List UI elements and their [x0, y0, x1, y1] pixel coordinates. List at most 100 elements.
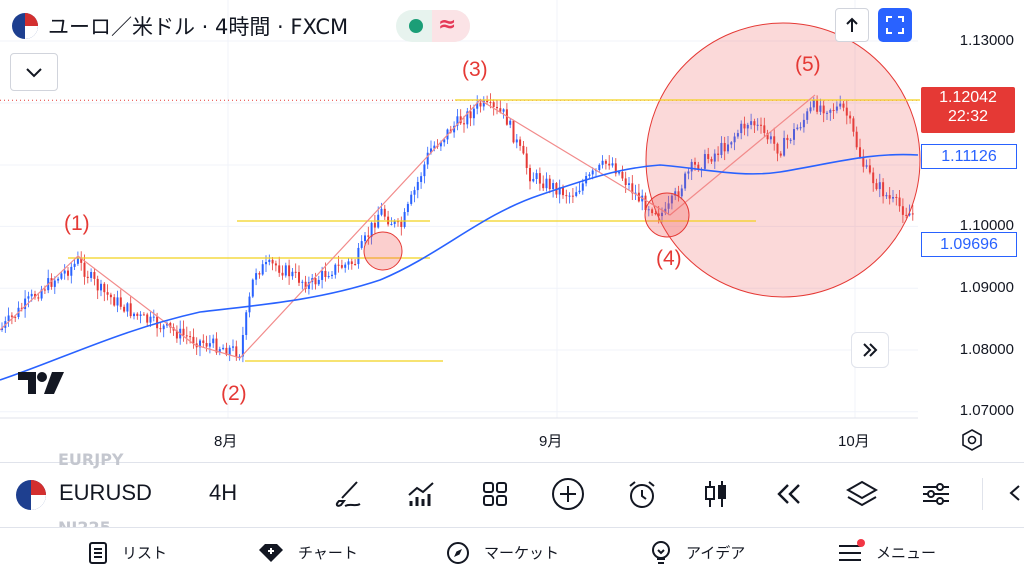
toolbar-divider — [982, 478, 983, 510]
candle-body — [862, 157, 865, 167]
candle-body — [644, 195, 647, 211]
settings-button[interactable] — [916, 474, 956, 514]
candle-body — [241, 334, 244, 357]
candle-body — [274, 263, 277, 266]
candle-body — [694, 161, 696, 165]
chart-settings-button[interactable] — [960, 428, 984, 456]
highlight-circle-small — [363, 231, 403, 271]
time-label: 9月 — [539, 433, 563, 450]
candle-body — [812, 99, 815, 108]
candle-body — [86, 276, 89, 278]
wave-path — [0, 94, 816, 359]
candle-body — [512, 120, 515, 143]
market-status-pill[interactable]: ≈ — [396, 10, 470, 42]
nav-markets[interactable]: マーケット — [446, 528, 559, 577]
indicators-button[interactable] — [401, 474, 441, 514]
candle-body — [235, 346, 238, 357]
candle-body — [390, 223, 393, 225]
candle-body — [347, 261, 350, 265]
candle-body — [443, 139, 446, 143]
candle-body — [868, 165, 871, 173]
chart-toolbar — [0, 462, 1024, 527]
chart-type-button[interactable] — [696, 474, 736, 514]
candle-body — [538, 173, 541, 184]
price-chart[interactable] — [0, 0, 1024, 462]
candle-body — [393, 221, 396, 224]
layers-button[interactable] — [842, 474, 882, 514]
candle-body — [908, 213, 911, 216]
candle-body — [159, 328, 162, 330]
candle-body — [139, 314, 142, 316]
candle-body — [284, 265, 287, 276]
candle-body — [736, 133, 739, 137]
candle-body — [697, 164, 700, 170]
symbol-button[interactable]: EURUSD — [59, 480, 152, 505]
candle-body — [839, 103, 842, 107]
candle-body — [855, 131, 858, 148]
menu-icon — [838, 538, 865, 563]
compass-icon — [446, 541, 470, 565]
candle-body — [806, 111, 809, 120]
market-open-icon — [409, 19, 423, 33]
candle-body — [796, 127, 799, 130]
drawing-tools-button[interactable] — [328, 474, 368, 514]
candle-body — [849, 115, 852, 119]
candle-body — [307, 282, 310, 289]
nav-ideas[interactable]: アイデア — [650, 528, 745, 577]
nav-watchlist[interactable]: リスト — [88, 528, 167, 577]
candle-body — [456, 116, 459, 126]
candle-body — [218, 349, 221, 353]
candle-body — [816, 99, 819, 112]
templates-button[interactable] — [475, 474, 515, 514]
candles-icon — [705, 481, 726, 507]
alert-button[interactable] — [622, 474, 662, 514]
replay-icon — [777, 484, 800, 504]
wave-label: (3) — [462, 58, 488, 81]
candle-body — [479, 102, 482, 107]
candle-body — [403, 211, 406, 227]
candle-body — [466, 111, 469, 125]
candle-body — [439, 142, 442, 147]
candle-body — [505, 109, 508, 125]
grid — [0, 0, 918, 419]
price-tick: 1.10000 — [959, 217, 1014, 234]
collapse-legend-button[interactable] — [10, 53, 58, 91]
candle-body — [298, 272, 300, 283]
candle-body — [588, 174, 591, 176]
candle-body — [7, 315, 10, 322]
scroll-to-realtime-button[interactable] — [851, 332, 889, 368]
fullscreen-button[interactable] — [878, 8, 912, 42]
candle-body — [40, 289, 43, 299]
hexagon-settings-icon — [962, 429, 982, 451]
candle-body — [162, 325, 165, 330]
candle-body — [684, 173, 687, 189]
candle-body — [687, 171, 690, 174]
candle-body — [677, 191, 680, 197]
candle-body — [248, 296, 251, 313]
candle-body — [667, 203, 670, 209]
symbol-header[interactable]: ユーロ／米ドル · 4時間 · FXCM — [12, 9, 348, 43]
list-icon — [88, 541, 108, 564]
wave-label: (4) — [656, 247, 682, 270]
candle-body — [334, 264, 337, 275]
candle-body — [710, 158, 713, 162]
candle-body — [670, 195, 673, 204]
nav-menu[interactable]: メニュー — [838, 528, 936, 577]
candle-body — [96, 278, 99, 291]
candle-body — [832, 109, 835, 111]
scroll-up-button[interactable] — [835, 8, 869, 42]
candle-body — [819, 105, 822, 112]
nav-chart[interactable]: チャート — [258, 528, 358, 577]
candle-body — [611, 163, 614, 166]
candle-body — [783, 137, 786, 156]
replay-button[interactable] — [769, 474, 809, 514]
toolbar-scroll-left[interactable] — [1007, 484, 1021, 506]
candle-body — [90, 272, 93, 278]
layers-icon — [846, 480, 878, 507]
candle-body — [27, 296, 30, 299]
candle-body — [892, 197, 894, 199]
candle-body — [304, 281, 307, 289]
settings-icon — [923, 483, 949, 505]
add-button[interactable] — [548, 474, 588, 514]
interval-button[interactable]: 4H — [209, 480, 238, 505]
